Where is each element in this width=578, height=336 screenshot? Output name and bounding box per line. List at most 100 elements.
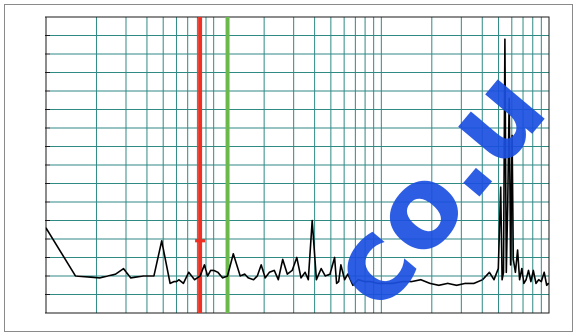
data-point <box>508 97 510 99</box>
data-point <box>420 279 422 281</box>
data-point <box>307 279 309 281</box>
data-point <box>260 264 262 266</box>
data-point <box>369 280 372 283</box>
data-point <box>521 268 523 270</box>
data-point <box>175 280 178 283</box>
data-point <box>500 186 502 188</box>
data-point <box>507 205 509 207</box>
data-point <box>547 282 549 284</box>
data-point <box>244 273 246 275</box>
data-point <box>481 279 484 281</box>
data-point <box>169 282 171 284</box>
data-point <box>210 269 212 272</box>
data-point <box>525 279 527 281</box>
data-point <box>340 264 342 266</box>
data-point <box>122 268 125 270</box>
data-point <box>268 271 271 273</box>
data-point <box>497 268 499 270</box>
data-point <box>296 256 298 259</box>
data-point <box>256 275 258 277</box>
data-point <box>199 275 201 277</box>
data-point <box>264 277 266 279</box>
data-point <box>488 271 490 273</box>
data-point <box>161 240 163 242</box>
data-point <box>333 256 336 259</box>
data-point <box>535 282 537 284</box>
series-line <box>45 38 549 287</box>
data-point <box>364 280 366 283</box>
data-point <box>493 279 495 281</box>
data-point <box>335 282 338 284</box>
data-point <box>392 282 394 284</box>
data-point <box>315 279 318 281</box>
data-point <box>447 282 449 284</box>
data-point <box>530 280 532 283</box>
grid <box>46 17 549 313</box>
data-point <box>410 280 413 283</box>
data-point <box>203 264 205 266</box>
data-point <box>429 282 431 284</box>
data-point <box>527 269 530 272</box>
data-point <box>523 282 525 284</box>
data-point <box>247 277 249 279</box>
data-point <box>538 279 540 281</box>
data-point <box>74 275 77 277</box>
data-point <box>178 279 180 281</box>
data-point <box>510 264 512 266</box>
data-point <box>352 284 354 286</box>
data-point <box>512 258 514 260</box>
data-point <box>282 258 284 260</box>
data-point <box>357 279 359 281</box>
data-point <box>532 269 534 272</box>
data-point <box>286 273 288 275</box>
data-point <box>511 134 513 136</box>
data-point <box>99 277 101 279</box>
frequency-markers <box>195 17 230 313</box>
data-point <box>206 275 209 277</box>
data-point <box>455 284 458 286</box>
spectrum-trace <box>45 38 549 287</box>
data-point <box>153 275 155 277</box>
data-point <box>213 269 215 272</box>
y-axis-ticks <box>45 16 50 314</box>
data-point <box>473 282 475 284</box>
data-point <box>384 282 386 284</box>
data-point <box>505 271 507 273</box>
data-point <box>546 284 548 286</box>
data-point <box>517 249 519 251</box>
data-point <box>277 279 279 281</box>
data-point <box>273 269 275 272</box>
data-point <box>338 280 340 283</box>
data-point <box>540 280 542 283</box>
data-point <box>311 219 313 222</box>
data-point <box>377 282 379 284</box>
data-point <box>173 280 175 283</box>
data-point <box>114 273 117 275</box>
data-point <box>438 284 440 286</box>
data-point <box>194 279 196 281</box>
data-point <box>347 273 349 275</box>
data-point <box>401 280 403 283</box>
data-point <box>304 271 306 273</box>
data-point <box>464 282 466 284</box>
data-point <box>188 271 190 273</box>
data-point <box>130 277 132 279</box>
data-point <box>45 227 47 229</box>
data-point <box>324 275 326 277</box>
data-point <box>252 279 255 281</box>
data-point <box>221 277 224 279</box>
data-point <box>239 275 241 277</box>
data-point <box>514 271 516 273</box>
data-point <box>232 253 234 255</box>
data-point <box>291 269 293 272</box>
data-point <box>344 279 346 281</box>
data-point <box>226 275 229 277</box>
data-point <box>518 279 521 281</box>
data-point <box>329 273 331 275</box>
data-point <box>182 282 185 284</box>
data-point <box>543 271 545 273</box>
data-point <box>217 271 219 273</box>
data-point <box>142 275 144 277</box>
data-point <box>501 279 503 281</box>
